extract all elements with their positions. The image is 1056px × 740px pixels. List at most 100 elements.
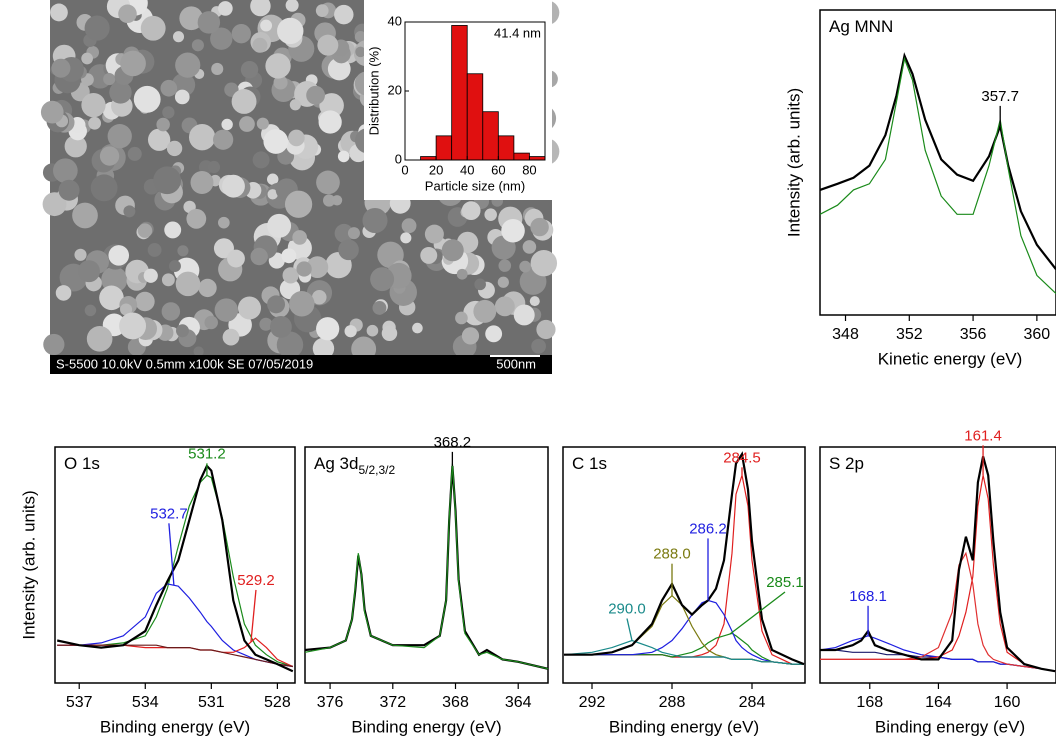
texture [40, 0, 560, 362]
grain [143, 268, 158, 283]
grain [51, 58, 71, 78]
grain [401, 218, 417, 234]
grain [204, 315, 218, 330]
peak-label: 357.7 [981, 88, 1019, 105]
grain [207, 160, 221, 174]
grain [109, 81, 132, 104]
panel-title: O 1s [64, 454, 100, 473]
x-tick-label: 0 [401, 162, 408, 177]
grain [318, 110, 342, 134]
grain [90, 174, 118, 202]
x-tick-label: 531 [198, 694, 225, 711]
grain [331, 195, 343, 206]
panel-title-text: S 2p [829, 454, 864, 473]
caption-bar [50, 355, 552, 374]
grain [153, 166, 182, 195]
peak-label: 284.5 [723, 449, 761, 466]
x-tick-label: 20 [429, 162, 443, 177]
grain [424, 224, 444, 244]
bar [420, 156, 437, 161]
grain [123, 205, 136, 218]
peak-marker [729, 591, 786, 635]
grain [198, 278, 217, 298]
grain [103, 73, 116, 86]
peak-label: 286.2 [689, 520, 727, 537]
grain [81, 92, 106, 118]
grain [322, 194, 336, 207]
grain [190, 170, 214, 194]
grain [484, 208, 497, 221]
grain [306, 85, 325, 105]
grain [50, 3, 68, 22]
grain [197, 11, 221, 34]
grain [99, 146, 120, 166]
grain [166, 140, 183, 157]
spectrum [56, 463, 294, 673]
grain [171, 73, 196, 97]
grain [188, 124, 216, 151]
peak-marker [250, 589, 257, 642]
grain [64, 135, 87, 158]
grain [222, 174, 245, 198]
grain [267, 189, 278, 200]
grain [127, 146, 142, 161]
grain [529, 296, 540, 307]
grain [84, 15, 110, 41]
grain [289, 99, 301, 111]
bar [482, 111, 499, 161]
plot-frame [304, 446, 549, 684]
x-tick-label: 372 [379, 694, 406, 711]
panel-title: S 2p [829, 454, 864, 473]
grain [175, 52, 201, 78]
grain [372, 300, 387, 315]
x-axis-label: Kinetic energy (eV) [878, 349, 1023, 368]
grain [239, 116, 255, 132]
grain [119, 312, 147, 340]
grain [193, 346, 204, 357]
grain [161, 302, 181, 321]
grain [441, 239, 464, 262]
grain [259, 317, 273, 331]
grain [362, 207, 388, 234]
spectrum [563, 639, 804, 665]
grain [282, 267, 299, 284]
grain [72, 202, 98, 229]
y-tick-label: 40 [388, 13, 402, 28]
grain [160, 79, 178, 97]
peak-label: 368.2 [434, 434, 472, 451]
grain [120, 50, 146, 77]
grain [344, 325, 357, 338]
grain [108, 245, 130, 266]
peak-marker [626, 618, 633, 641]
grain [86, 325, 113, 352]
grain [218, 1, 233, 16]
panel-title-text: C 1s [572, 454, 607, 473]
grain [338, 239, 359, 261]
grain [140, 15, 166, 41]
grain [412, 322, 423, 334]
x-tick-label: 368 [442, 694, 469, 711]
grain [285, 0, 299, 12]
x-tick-label: 284 [739, 694, 766, 711]
plot-frame [819, 446, 1056, 684]
grain [250, 247, 268, 266]
grain [175, 271, 201, 297]
grain [536, 319, 556, 340]
bar [513, 152, 530, 161]
peak-marker [168, 523, 175, 586]
grain [334, 223, 354, 243]
grain [289, 291, 315, 317]
grain [186, 208, 207, 229]
peak-label: 290.0 [608, 600, 646, 617]
grain [231, 89, 257, 114]
grain [252, 151, 270, 169]
grain [273, 75, 288, 90]
grain [55, 285, 72, 301]
x-tick-label: 80 [522, 162, 536, 177]
grain [227, 249, 245, 268]
x-axis-label: Binding energy (eV) [609, 717, 759, 736]
grain [498, 259, 512, 272]
peak-label: 168.1 [849, 588, 887, 605]
spectrum [304, 463, 549, 670]
x-tick-label: 164 [925, 694, 952, 711]
